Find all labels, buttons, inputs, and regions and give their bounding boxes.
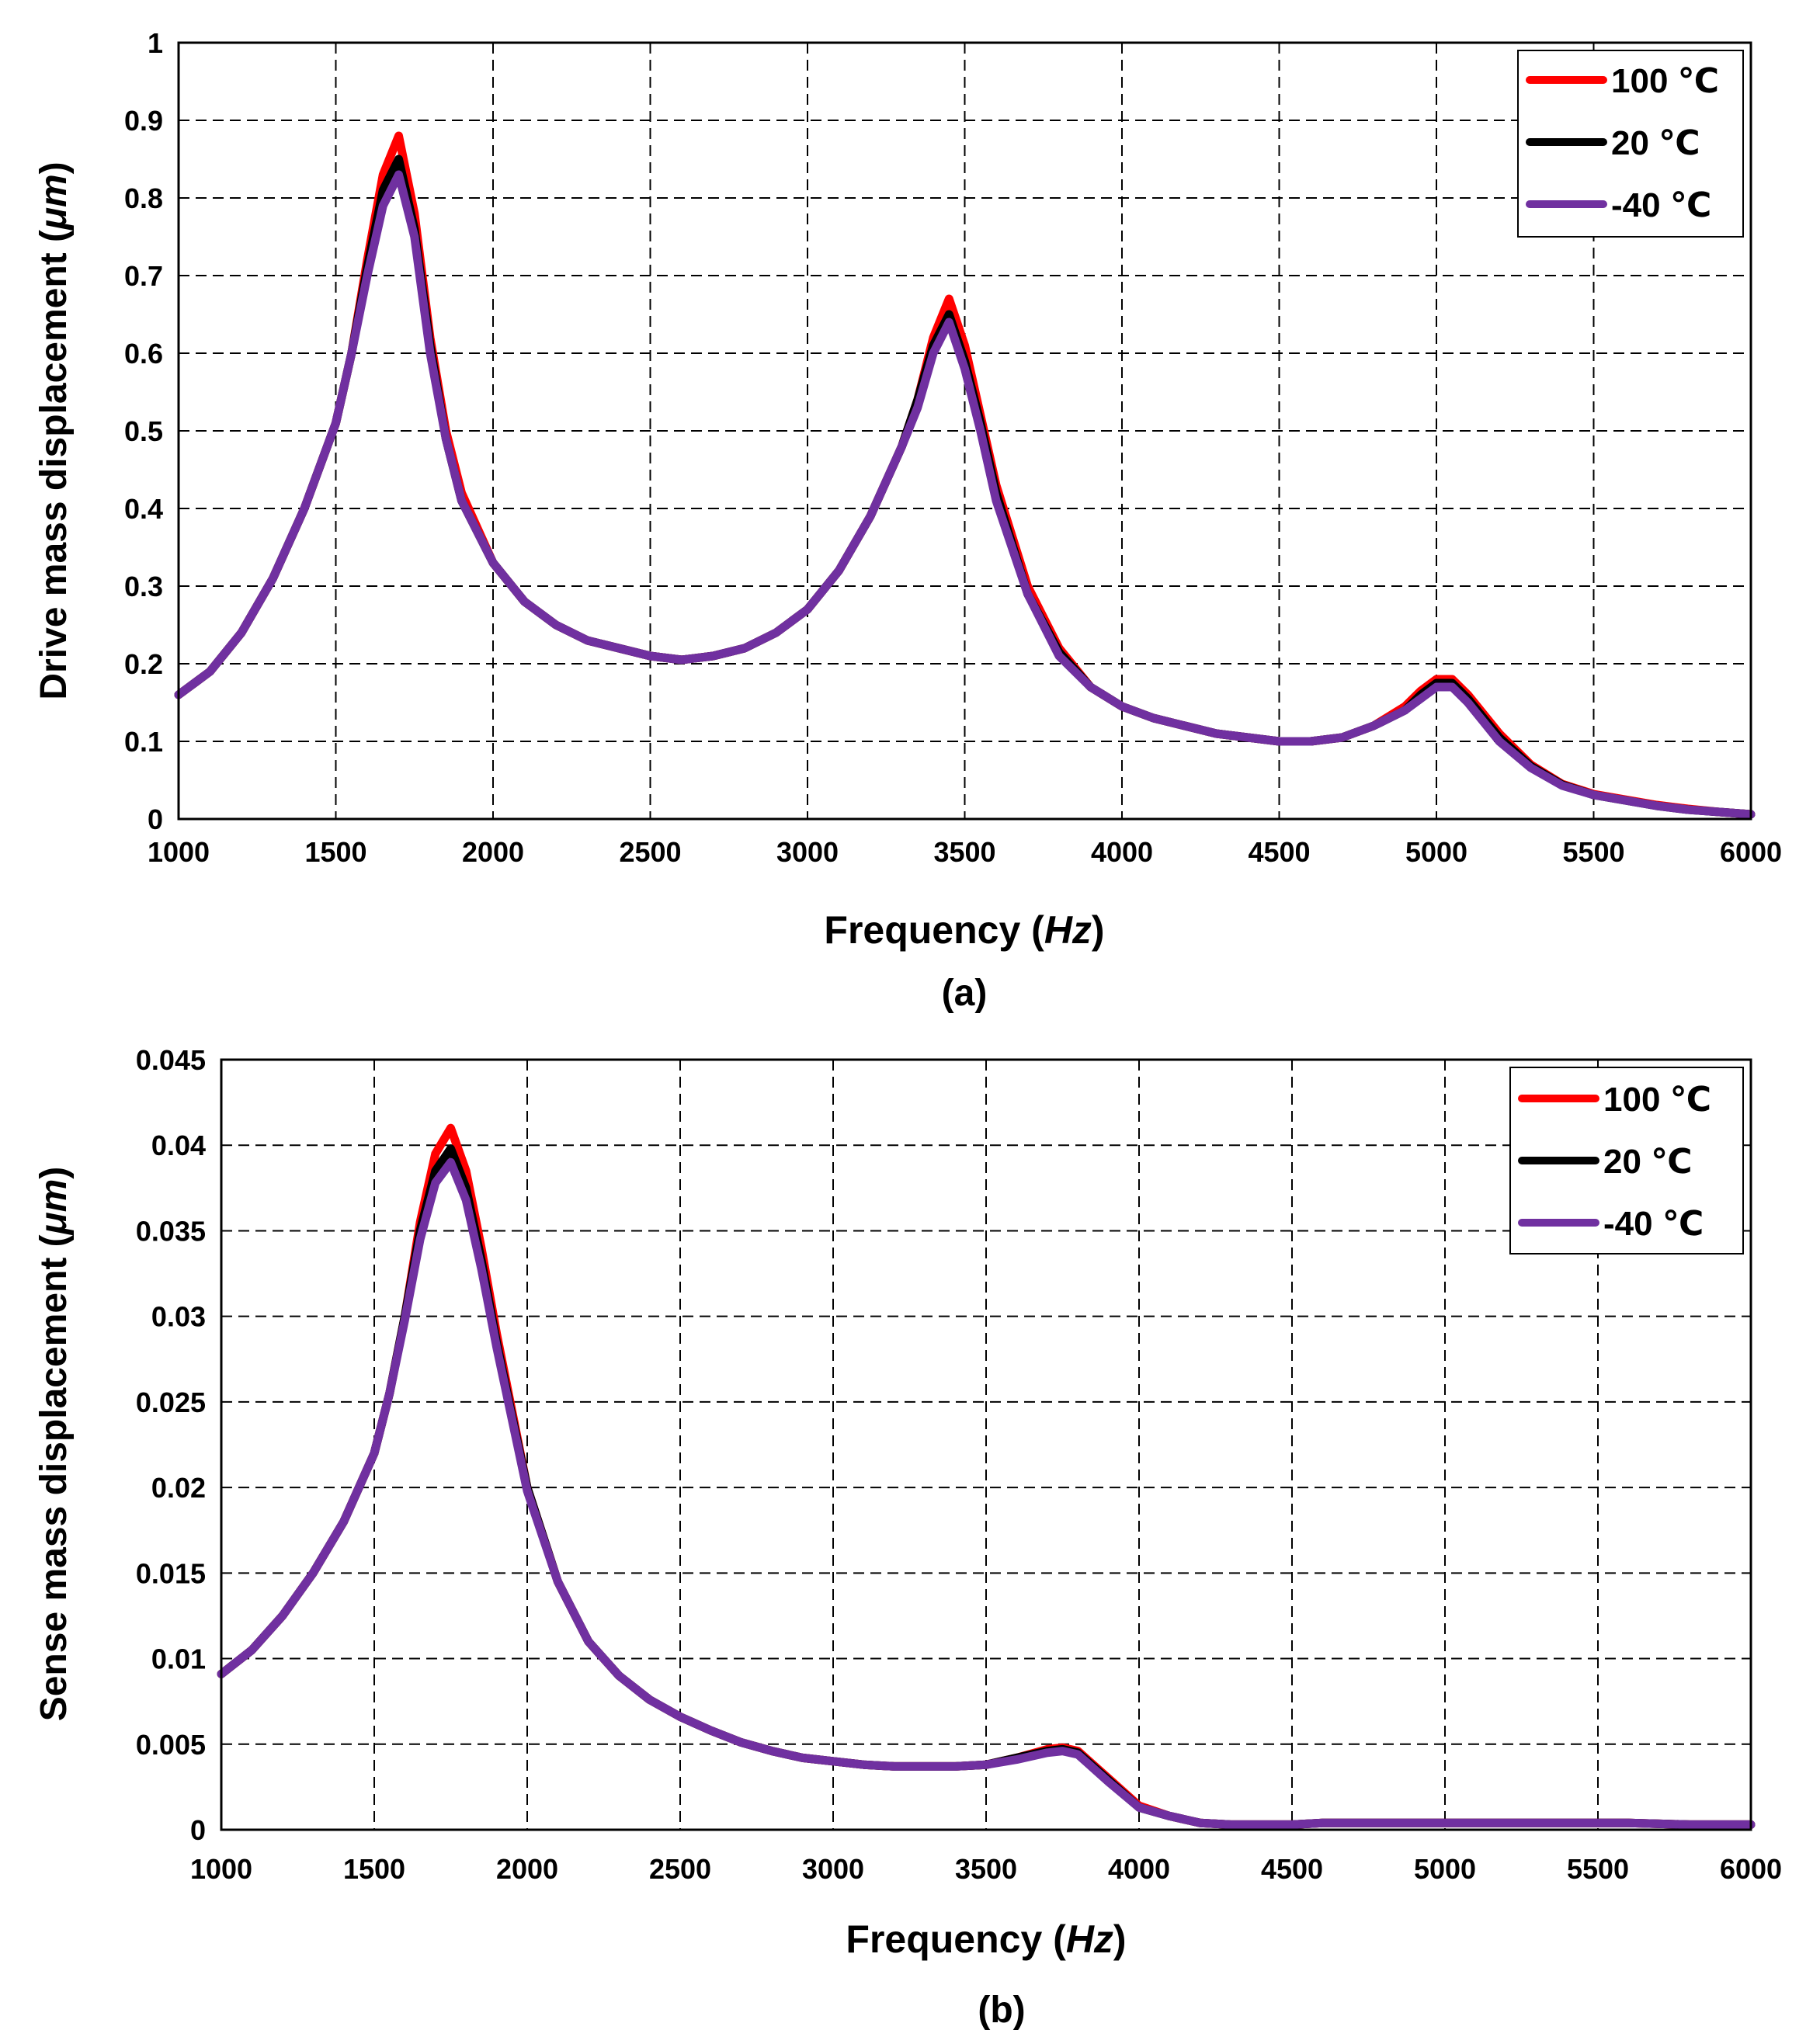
chart-a-y-tick-label: 0.5	[124, 415, 163, 447]
chart-a-y-tick-label: 0.3	[124, 571, 163, 602]
chart-b-x-tick-label: 5500	[1567, 1853, 1629, 1885]
chart-b-x-tick-label: 1000	[190, 1853, 252, 1885]
chart-b-x-label-unit: Hz	[1066, 1917, 1113, 1961]
chart-a-grid	[179, 43, 1751, 819]
chart-a-x-tick-label: 1000	[148, 836, 210, 868]
chart-a-drive-displacement: 0 0.1 0.2 0.3 0.4 0.5 0.6 0.7 0.8 0.9 1 1000 1500 20…	[33, 27, 1782, 1014]
chart-b-legend-label-minus40c: -40 ℃	[1603, 1205, 1704, 1243]
chart-a-x-tick-label: 6000	[1720, 836, 1782, 868]
chart-a-y-tick-label: 0.6	[124, 338, 163, 370]
chart-a-y-label-text: Drive mass displacement	[33, 252, 75, 699]
chart-a-legend-label-20c: 20 ℃	[1611, 124, 1700, 162]
chart-a-x-label-unit: Hz	[1044, 908, 1092, 952]
chart-a-x-tick-label: 5000	[1405, 836, 1467, 868]
chart-a-x-tick-labels: 1000 1500 2000 2500 3000 3500 4000 4500 5000 5500…	[148, 836, 1782, 868]
chart-b-legend: 100 ℃ 20 ℃ -40 ℃	[1509, 1067, 1744, 1255]
chart-b-series-line-minus40	[217, 1157, 1756, 1829]
chart-a-y-tick-label: 0.4	[124, 493, 163, 525]
chart-a-x-tick-label: 5500	[1562, 836, 1624, 868]
chart-b-y-tick-label: 0.02	[151, 1472, 206, 1504]
chart-a-x-tick-label: 3500	[933, 836, 995, 868]
chart-b-y-label-text: Sense mass displacement	[33, 1258, 75, 1722]
chart-a-x-label-text: Frequency	[824, 908, 1020, 952]
chart-a-series-group	[174, 131, 1756, 819]
chart-a-y-tick-label: 0.8	[124, 182, 163, 214]
chart-b-x-tick-label: 6000	[1720, 1853, 1782, 1885]
chart-b-y-tick-label: 0.04	[151, 1130, 206, 1161]
chart-a-series-line-minus40	[174, 170, 1756, 819]
chart-a-x-tick-label: 4000	[1091, 836, 1153, 868]
chart-a-y-tick-label: 0	[148, 803, 163, 835]
chart-b-y-tick-label: 0.035	[136, 1215, 206, 1247]
chart-a-x-tick-label: 2500	[619, 836, 681, 868]
chart-a-x-axis-label: Frequency (Hz)	[824, 908, 1104, 952]
chart-a-x-tick-label: 1500	[304, 836, 366, 868]
chart-b-legend-label-100c: 100 ℃	[1603, 1081, 1711, 1119]
chart-b-x-tick-label: 3000	[802, 1853, 864, 1885]
chart-b-x-label-text: Frequency	[846, 1917, 1042, 1961]
chart-a-x-tick-label: 3000	[776, 836, 839, 868]
chart-b-x-tick-label: 5000	[1414, 1853, 1476, 1885]
chart-b-x-tick-label: 2500	[649, 1853, 711, 1885]
chart-a-y-tick-label: 0.7	[124, 260, 163, 292]
chart-a-x-tick-label: 4500	[1248, 836, 1310, 868]
chart-a-x-tick-label: 2000	[462, 836, 524, 868]
chart-a-legend-label-minus40c: -40 ℃	[1611, 186, 1711, 224]
chart-b-legend-label-20c: 20 ℃	[1603, 1143, 1692, 1181]
chart-b-y-tick-label: 0	[190, 1814, 206, 1846]
chart-b-y-tick-label: 0.01	[151, 1643, 206, 1675]
chart-a-legend-label-100c: 100 ℃	[1611, 62, 1719, 100]
chart-b-y-label-unit: μm	[33, 1179, 75, 1237]
chart-b-sense-displacement: 0 0.005 0.01 0.015 0.02 0.025 0.03 0.035 0.04 0.0…	[33, 1044, 1782, 2031]
chart-b-y-axis-label: Sense mass displacement (μm)	[33, 1167, 75, 1722]
chart-b-y-tick-label: 0.025	[136, 1386, 206, 1418]
chart-b-y-tick-label: 0.03	[151, 1301, 206, 1333]
chart-b-x-axis-label: Frequency (Hz)	[846, 1917, 1126, 1961]
chart-b-y-tick-label: 0.015	[136, 1557, 206, 1589]
chart-a-y-tick-label: 0.1	[124, 726, 163, 758]
chart-a-y-axis-label: Drive mass displacement (μm)	[33, 161, 75, 699]
chart-a-y-label-unit: μm	[33, 174, 75, 231]
chart-b-grid	[221, 1060, 1751, 1830]
chart-b-y-tick-labels: 0 0.005 0.01 0.015 0.02 0.025 0.03 0.035 0.04 0.0…	[136, 1044, 206, 1846]
chart-a-y-tick-label: 0.9	[124, 105, 163, 137]
chart-b-x-tick-label: 4500	[1261, 1853, 1323, 1885]
chart-b-plot-frame	[220, 1058, 1752, 1831]
chart-b-series-group	[217, 1123, 1756, 1829]
chart-a-y-tick-label: 0.2	[124, 648, 163, 680]
chart-b-x-tick-label: 2000	[496, 1853, 558, 1885]
chart-b-x-tick-label: 3500	[955, 1853, 1017, 1885]
chart-b-y-tick-label: 0.005	[136, 1729, 206, 1761]
chart-a-y-tick-labels: 0 0.1 0.2 0.3 0.4 0.5 0.6 0.7 0.8 0.9 1	[124, 27, 163, 835]
chart-b-caption: (b)	[978, 1990, 1025, 2031]
chart-a-legend: 100 ℃ 20 ℃ -40 ℃	[1517, 50, 1744, 238]
chart-b-x-tick-label: 1500	[343, 1853, 405, 1885]
chart-b-y-tick-label: 0.045	[136, 1044, 206, 1076]
chart-a-y-tick-label: 1	[148, 27, 163, 59]
chart-b-x-tick-label: 4000	[1108, 1853, 1170, 1885]
chart-a-caption: (a)	[942, 973, 988, 1014]
chart-b-x-tick-labels: 1000 1500 2000 2500 3000 3500 4000 4500 5000 5500…	[190, 1853, 1782, 1885]
chart-a-plot-frame	[177, 41, 1752, 821]
